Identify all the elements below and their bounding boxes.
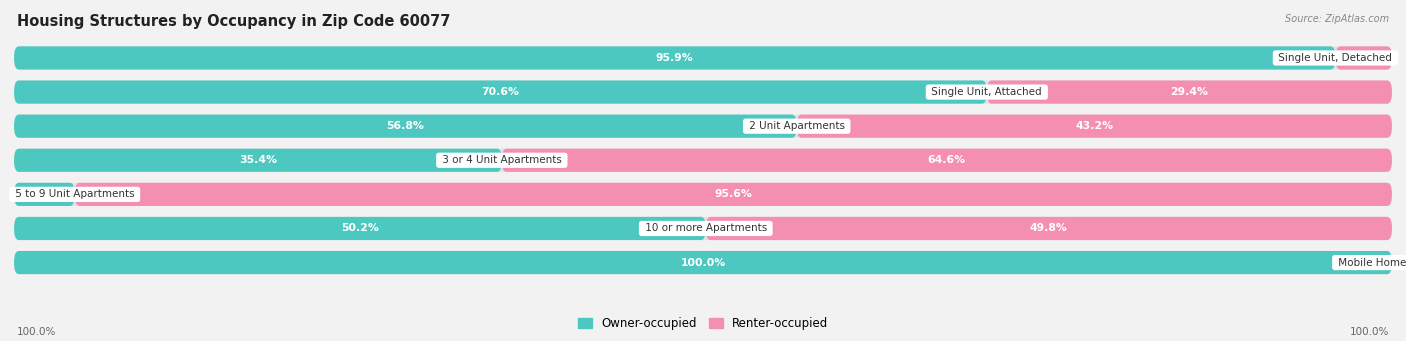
Text: Source: ZipAtlas.com: Source: ZipAtlas.com — [1285, 14, 1389, 24]
Text: 29.4%: 29.4% — [1170, 87, 1208, 97]
Text: Mobile Home / Other: Mobile Home / Other — [1334, 257, 1406, 268]
Text: 10 or more Apartments: 10 or more Apartments — [641, 223, 770, 234]
FancyBboxPatch shape — [14, 115, 1392, 138]
Text: 70.6%: 70.6% — [481, 87, 519, 97]
Text: Single Unit, Detached: Single Unit, Detached — [1275, 53, 1396, 63]
Legend: Owner-occupied, Renter-occupied: Owner-occupied, Renter-occupied — [572, 313, 834, 335]
FancyBboxPatch shape — [14, 115, 797, 138]
Text: 56.8%: 56.8% — [387, 121, 425, 131]
FancyBboxPatch shape — [14, 183, 1392, 206]
Text: 35.4%: 35.4% — [239, 155, 277, 165]
Text: 100.0%: 100.0% — [17, 327, 56, 337]
FancyBboxPatch shape — [502, 149, 1392, 172]
Text: Single Unit, Attached: Single Unit, Attached — [928, 87, 1045, 97]
Text: 4.1%: 4.1% — [1348, 53, 1379, 63]
Text: Housing Structures by Occupancy in Zip Code 60077: Housing Structures by Occupancy in Zip C… — [17, 14, 450, 29]
Text: 64.6%: 64.6% — [928, 155, 966, 165]
Text: 2 Unit Apartments: 2 Unit Apartments — [745, 121, 848, 131]
FancyBboxPatch shape — [14, 46, 1336, 70]
FancyBboxPatch shape — [987, 80, 1392, 104]
FancyBboxPatch shape — [14, 80, 1392, 104]
FancyBboxPatch shape — [14, 149, 502, 172]
Text: 43.2%: 43.2% — [1076, 121, 1114, 131]
FancyBboxPatch shape — [14, 217, 1392, 240]
FancyBboxPatch shape — [14, 251, 1392, 274]
Text: 49.8%: 49.8% — [1031, 223, 1067, 234]
FancyBboxPatch shape — [797, 115, 1392, 138]
Text: 4.4%: 4.4% — [30, 189, 59, 199]
Text: 95.9%: 95.9% — [655, 53, 693, 63]
FancyBboxPatch shape — [14, 80, 987, 104]
FancyBboxPatch shape — [1336, 46, 1392, 70]
FancyBboxPatch shape — [14, 251, 1392, 274]
FancyBboxPatch shape — [14, 149, 1392, 172]
FancyBboxPatch shape — [706, 217, 1392, 240]
FancyBboxPatch shape — [75, 183, 1392, 206]
FancyBboxPatch shape — [14, 46, 1392, 70]
Text: 95.6%: 95.6% — [714, 189, 752, 199]
Text: 100.0%: 100.0% — [681, 257, 725, 268]
FancyBboxPatch shape — [14, 183, 75, 206]
Text: 3 or 4 Unit Apartments: 3 or 4 Unit Apartments — [439, 155, 565, 165]
Text: 50.2%: 50.2% — [342, 223, 378, 234]
Text: 5 to 9 Unit Apartments: 5 to 9 Unit Apartments — [11, 189, 138, 199]
FancyBboxPatch shape — [14, 217, 706, 240]
Text: 100.0%: 100.0% — [1350, 327, 1389, 337]
